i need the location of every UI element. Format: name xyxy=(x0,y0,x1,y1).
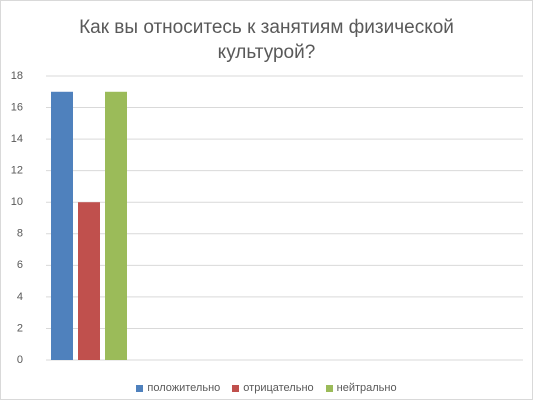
legend-swatch xyxy=(136,384,144,392)
legend-label: отрицательно xyxy=(243,382,314,394)
legend: положительно отрицательно нейтрально xyxy=(1,382,532,394)
legend-item: нейтрально xyxy=(325,382,397,394)
chart-title: Как вы относитесь к занятиям физической … xyxy=(79,17,454,63)
bar xyxy=(105,91,127,361)
y-tick-label: 16 xyxy=(11,101,23,113)
y-tick-label: 18 xyxy=(11,70,23,82)
legend-label: нейтрально xyxy=(336,382,397,394)
y-tick-label: 0 xyxy=(17,354,23,366)
y-tick-label: 6 xyxy=(17,259,23,271)
y-tick-label: 14 xyxy=(11,133,23,145)
bar xyxy=(78,202,100,360)
y-tick-label: 4 xyxy=(17,291,23,303)
legend-label: положительно xyxy=(147,382,221,394)
bar xyxy=(51,91,73,361)
legend-item: положительно xyxy=(136,382,220,394)
y-tick-label: 2 xyxy=(17,322,23,334)
y-tick-label: 12 xyxy=(11,165,23,177)
legend-swatch xyxy=(325,384,333,392)
legend-item: отрицательно xyxy=(232,382,314,394)
legend-swatch xyxy=(232,384,240,392)
y-tick-label: 10 xyxy=(11,196,23,208)
y-tick-label: 8 xyxy=(17,228,23,240)
